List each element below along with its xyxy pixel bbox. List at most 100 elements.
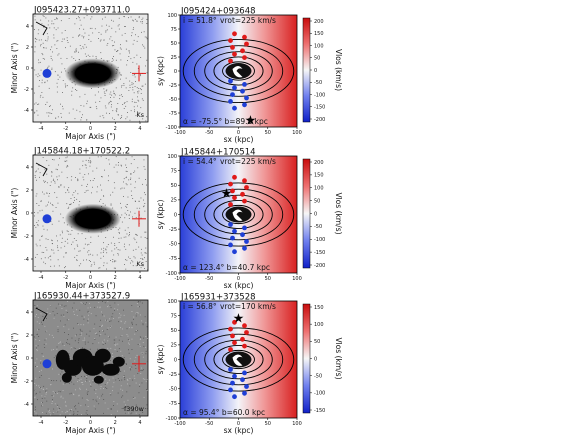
incl-label: i = 51.8° [183,16,217,25]
orbit-ellipse [213,56,264,86]
y-tick-label: -100 [166,125,177,131]
sightline-dot [230,188,235,194]
galaxy-center [225,206,252,223]
image-title: J095423.27+093711.0 [33,6,130,16]
y-tick-label: 25 [171,198,177,204]
galaxy-center [225,351,252,368]
galaxy-center [225,63,252,79]
y-tick-label: 0 [26,356,29,362]
sightline-dot [232,85,237,91]
x-tick-label: 4 [138,275,141,281]
y-tick-label: 0 [174,357,177,363]
x-tick-label: -2 [63,275,68,281]
velocity-title: J145844+170514 [180,148,256,158]
cbar-tick-label: -100 [314,92,325,98]
cbar-tick-label: 50 [314,339,320,345]
sightline-dot [242,178,247,184]
noise-texture [34,301,148,416]
x-tick-label: 0 [89,420,92,426]
orbit-ellipse [182,327,295,392]
cbar-tick-label: 50 [314,198,320,204]
x-tick-label: 100 [292,421,302,427]
sightline-dot [232,340,237,346]
y-tick-label: 75 [171,168,177,174]
orbit-ellipse [204,51,273,91]
x-tick-label: 0 [89,126,92,132]
y-tick-label: 100 [167,13,177,19]
sightline-dot [228,58,233,64]
y-tick-label: -75 [169,111,177,117]
x-tick-label: -50 [205,130,213,136]
sightline-dot [232,319,237,325]
qso-star-icon: ★ [245,113,257,128]
orbit-ellipse [222,204,255,225]
y-axis-label: sy (kpc) [156,56,165,86]
y-tick-label: 50 [171,41,177,47]
y-tick-label: 25 [171,343,177,349]
colorbar-label: Vlos (km/s) [334,192,343,234]
image-panel-2: Ks J145844.18+170522.2 -4 -2 0 2 4 4 2 0 -2 -4 Major… [10,147,149,290]
spiral-icon [232,66,243,78]
x-tick-label: 50 [265,276,271,282]
sightline-dot [232,51,237,57]
y-axis-label: sy (kpc) [156,345,165,375]
cbar-tick-label: -50 [314,224,322,230]
sightline-dot [228,242,233,248]
x-tick-label: 50 [265,421,271,427]
image-title: J165930.44+373527.9 [33,292,130,302]
spiral-icon [232,354,243,366]
band-label: f390w [124,405,145,413]
sightline-dot [244,384,249,389]
y-tick-label: -75 [169,256,177,262]
x-tick-label: 2 [114,420,117,426]
y-tick-label: -50 [169,242,177,248]
orbit-ellipse [193,333,284,386]
x-tick-label: -4 [39,275,44,281]
sightline-dot [242,102,247,108]
sightline-dot [228,387,233,393]
y-tick-label: 2 [26,45,29,51]
y-tick-label: -2 [24,379,29,385]
y-tick-label: 2 [26,188,29,194]
sightline-dot [232,228,237,234]
sightline-dot [228,347,233,352]
compass-icon [35,162,48,177]
cbar-tick-label: -50 [314,373,322,379]
sightline-dot [230,45,235,50]
y-tick-label: 100 [167,154,177,160]
y-tick-label: -50 [169,97,177,103]
sightline-dot [242,82,247,87]
image-panel-1: Ks J095423.27+093711.0 -4 -2 0 2 4 4 2 0 -2 -4 Major… [10,6,149,141]
y-tick-label: -4 [24,257,29,263]
y-tick-label: 50 [171,183,177,189]
qso-marker [42,214,52,224]
cbar-tick-label: 200 [314,160,324,166]
x-tick-label: 100 [292,130,302,136]
sightline-dot [242,34,247,40]
x-tick-label: -100 [174,130,185,136]
sightline-dot [228,38,233,43]
sightline-dot [232,31,237,37]
orbit-ellipse [222,61,255,81]
sightline-dot [240,336,245,342]
y-tick-label: 75 [171,27,177,33]
alpha-b-label: α = 123.4° b=40.7 kpc [183,263,270,272]
y-tick-label: 25 [171,55,177,61]
orbit-ellipse [193,45,284,97]
orbit-ellipse [213,345,264,374]
sightline-dot [242,343,247,349]
sightline-dot [244,330,249,335]
x-axis-label: sx (kpc) [224,281,254,290]
y-tick-label: 75 [171,313,177,319]
cbar-tick-label: 200 [314,19,324,25]
x-tick-label: 100 [292,276,302,282]
cbar-tick-label: -200 [314,263,325,269]
x-axis-label: sx (kpc) [224,426,254,435]
colorbar-1: 200 150 100 50 0 -50 -100 -150 -200 Vlos (km/s) [302,17,343,123]
galaxy-core [74,63,111,84]
sightline-dot [240,191,245,197]
band-label: Ks [136,260,144,268]
cbar-tick-label: -200 [314,117,325,123]
cbar-tick-label: -100 [314,391,325,397]
cbar-tick-label: -150 [314,105,325,111]
